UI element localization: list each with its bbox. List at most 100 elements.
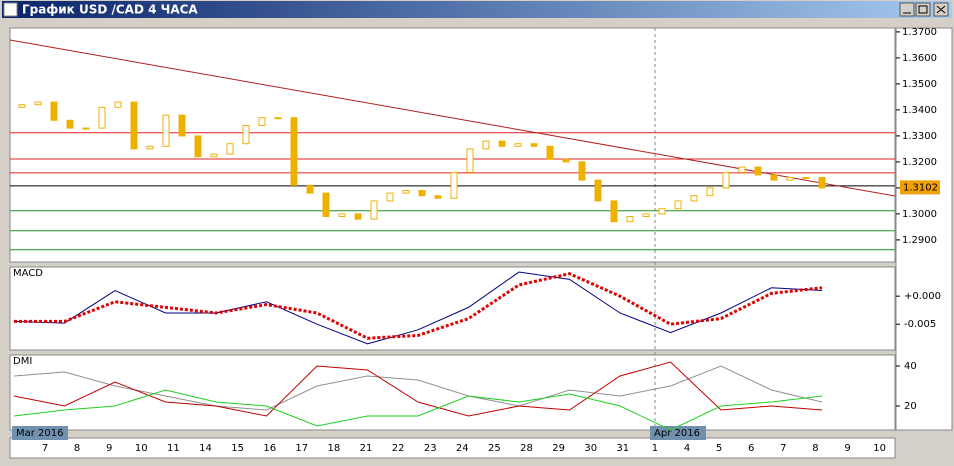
month-label: Mar 2016 <box>16 428 64 439</box>
x-tick-label: 21 <box>360 443 373 454</box>
candle-body <box>306 184 314 194</box>
candle-body <box>354 213 362 220</box>
candle-body <box>162 114 170 147</box>
candle-body <box>242 125 250 145</box>
x-tick-label: 9 <box>106 443 112 454</box>
x-tick-label: 16 <box>263 443 276 454</box>
candle-body <box>130 101 138 150</box>
x-tick-label: 31 <box>616 443 629 454</box>
maximize-button[interactable] <box>915 2 931 17</box>
candle-body <box>402 190 410 194</box>
x-tick-label: 30 <box>584 443 597 454</box>
candle-body <box>610 200 618 223</box>
title-bar <box>2 1 952 18</box>
candle-body <box>194 135 202 158</box>
minimize-button[interactable] <box>899 2 915 17</box>
app-icon <box>3 2 18 17</box>
month-tag <box>650 426 706 440</box>
last-price-box <box>900 180 940 195</box>
candle-body <box>482 140 490 150</box>
x-tick-label: 29 <box>552 443 565 454</box>
y-tick-label: 1.3000 <box>902 209 937 220</box>
y-tick-label: 1.3300 <box>902 131 937 142</box>
y-tick-label: 40 <box>904 361 917 372</box>
candle-body <box>418 190 426 197</box>
candle-body <box>50 101 58 121</box>
candle-body <box>18 104 26 108</box>
x-tick-label: 18 <box>328 443 341 454</box>
x-tick-label: 17 <box>295 443 308 454</box>
x-tick-label: 1 <box>652 443 658 454</box>
x-tick-label: 28 <box>520 443 533 454</box>
month-tag <box>12 426 68 440</box>
price-panel <box>9 27 896 263</box>
x-tick-label: 7 <box>42 443 48 454</box>
candle-body <box>226 143 234 155</box>
candle-body <box>802 177 810 179</box>
candle-body <box>98 106 106 129</box>
candle-body <box>450 171 458 199</box>
x-tick-label: 4 <box>684 443 690 454</box>
y-tick-label: 1.3600 <box>902 53 937 64</box>
x-tick-label: 8 <box>812 443 818 454</box>
candle-body <box>210 153 218 158</box>
y-tick-label: 1.3700 <box>902 27 937 38</box>
candle-body <box>386 192 394 202</box>
candle-body <box>530 143 538 147</box>
y-tick-label: 1.2900 <box>902 235 937 246</box>
y-tick-label: 1.3500 <box>902 79 937 90</box>
indicator-line <box>13 389 823 431</box>
x-tick-label: 23 <box>424 443 437 454</box>
candle-body <box>770 174 778 181</box>
candle-body <box>338 213 346 217</box>
candle-body <box>818 177 826 189</box>
candle-body <box>642 213 650 217</box>
panel-title: DMI <box>13 356 32 367</box>
candle-body <box>34 101 42 106</box>
candle-body <box>274 117 282 120</box>
candle-body <box>82 127 90 130</box>
indicator-line <box>14 272 823 340</box>
value-axis <box>895 27 953 431</box>
candle-body <box>546 145 554 160</box>
candle-body <box>706 187 714 197</box>
candle-body <box>562 158 570 163</box>
candle-body <box>114 101 122 108</box>
candle-body <box>66 119 74 129</box>
x-tick-label: 14 <box>199 443 212 454</box>
candle-body <box>290 117 298 186</box>
candle-body <box>146 145 154 150</box>
indicator-line <box>13 365 823 411</box>
candle-body <box>626 216 634 223</box>
candle-body <box>658 208 666 215</box>
candle-body <box>370 200 378 220</box>
indicator-line <box>13 271 823 345</box>
candle-body <box>578 161 586 181</box>
candle-body <box>722 171 730 189</box>
candle-body <box>690 195 698 202</box>
candle-body <box>322 192 330 218</box>
candle-body <box>514 143 522 147</box>
month-label: Apr 2016 <box>654 428 700 439</box>
x-tick-label: 5 <box>716 443 722 454</box>
y-tick-label: +0.000 <box>904 291 941 302</box>
x-tick-label: 9 <box>844 443 850 454</box>
y-tick-label: 1.3200 <box>902 157 937 168</box>
candle-body <box>754 166 762 176</box>
candle-body <box>674 200 682 210</box>
candle-body <box>258 117 266 126</box>
window-title: График USD /CAD 4 ЧАСА <box>22 3 198 17</box>
x-tick-label: 10 <box>873 443 886 454</box>
candle-body <box>466 148 474 173</box>
x-tick-label: 6 <box>748 443 754 454</box>
time-axis <box>9 437 896 459</box>
x-tick-label: 24 <box>456 443 469 454</box>
y-tick-label: 20 <box>904 401 917 412</box>
x-tick-label: 25 <box>488 443 501 454</box>
candle-body <box>738 166 746 173</box>
y-tick-label: -0.005 <box>904 319 936 330</box>
x-tick-label: 15 <box>231 443 244 454</box>
x-tick-label: 22 <box>392 443 405 454</box>
candle-body <box>498 140 506 147</box>
